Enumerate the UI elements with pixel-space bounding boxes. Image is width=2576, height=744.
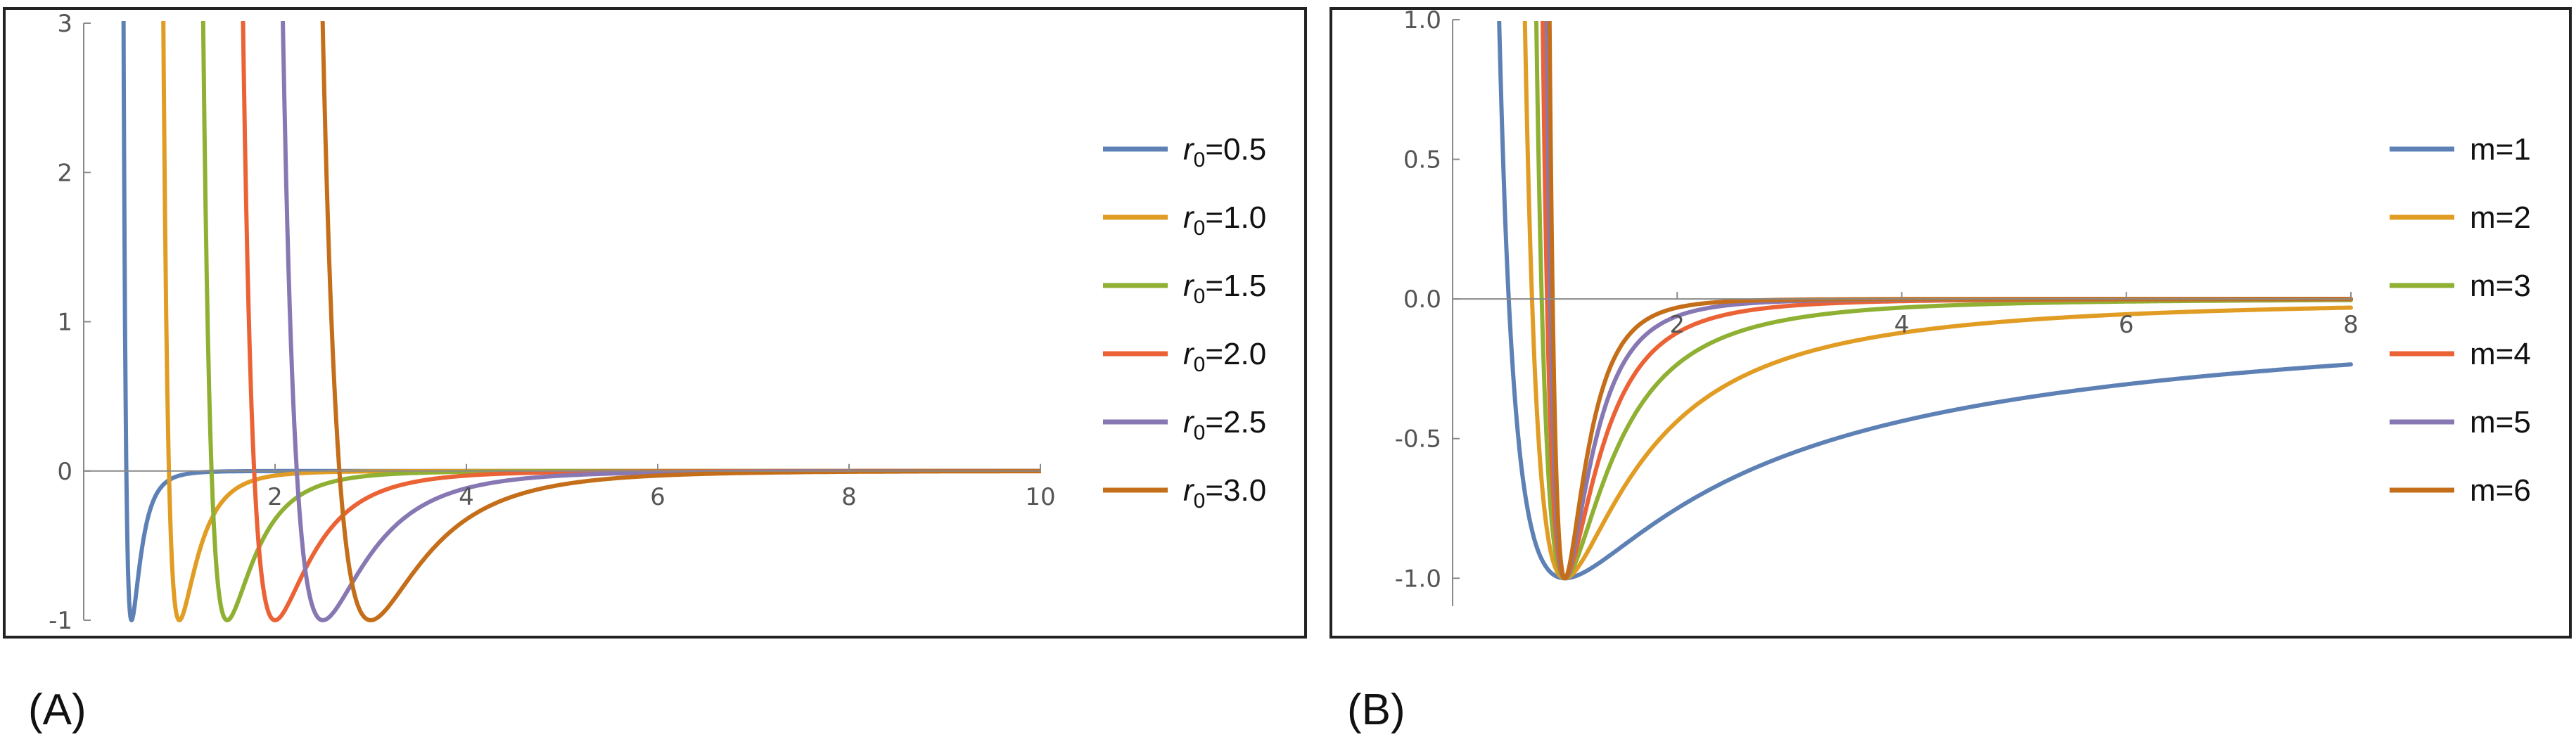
panel-a-caption: (A) bbox=[28, 686, 87, 734]
legend-label: r0=0.5 bbox=[1183, 132, 1266, 172]
x-tick-label: 8 bbox=[841, 483, 857, 511]
panel-b-chart: 2 4 6 8 -1.0 -0.5 0.0 0.5 1.0 m=1 m=2 m=3 m=4 m=5 m=6… bbox=[1330, 6, 2572, 734]
y-tick-label: 0.5 bbox=[1403, 146, 1441, 174]
x-tick-label: 6 bbox=[2119, 311, 2134, 339]
legend-label: r0=1.5 bbox=[1183, 269, 1266, 308]
legend-item: m=4 bbox=[2390, 337, 2531, 371]
legend-item: m=6 bbox=[2390, 473, 2531, 508]
legend-label: m=4 bbox=[2470, 337, 2531, 371]
legend-label: r0=1.0 bbox=[1183, 200, 1266, 240]
panel-b-axes: 2 4 6 8 -1.0 -0.5 0.0 0.5 1.0 bbox=[1395, 6, 2359, 606]
panel-a-axes: 2 4 6 8 10 -1 0 1 2 3 bbox=[49, 10, 1056, 635]
legend-item: m=1 bbox=[2390, 132, 2531, 167]
legend-label: r0=2.5 bbox=[1183, 405, 1266, 444]
legend-item: m=2 bbox=[2390, 200, 2531, 235]
panel-b-frame bbox=[1330, 7, 2572, 639]
legend-label: m=6 bbox=[2470, 473, 2531, 508]
x-tick-label: 10 bbox=[1025, 483, 1055, 511]
panel-b-caption: (B) bbox=[1347, 686, 1405, 734]
panel-b-curves bbox=[1497, 21, 2353, 581]
legend-item: r0=0.5 bbox=[1103, 132, 1266, 172]
y-tick-label: 1.0 bbox=[1403, 6, 1441, 34]
legend-item: r0=3.0 bbox=[1103, 473, 1266, 513]
legend-item: m=3 bbox=[2390, 269, 2531, 303]
y-tick-label: 0.0 bbox=[1403, 286, 1441, 314]
y-tick-label: -0.5 bbox=[1395, 425, 1441, 454]
x-tick-label: 6 bbox=[650, 483, 665, 511]
y-tick-label: 0 bbox=[57, 458, 72, 486]
legend-label: m=3 bbox=[2470, 269, 2531, 303]
y-tick-label: 3 bbox=[57, 10, 72, 38]
legend-item: r0=2.0 bbox=[1103, 337, 1266, 376]
panel-b-legend: m=1 m=2 m=3 m=4 m=5 m=6 bbox=[2390, 132, 2531, 508]
legend-label: m=5 bbox=[2470, 405, 2531, 440]
x-tick-label: 2 bbox=[267, 483, 283, 511]
legend-label: r0=2.0 bbox=[1183, 337, 1266, 376]
series-line-1 bbox=[1497, 21, 2353, 581]
panel-a-frame bbox=[3, 7, 1307, 639]
x-tick-label: 4 bbox=[1894, 311, 1910, 339]
x-tick-label: 2 bbox=[1669, 311, 1685, 339]
series-line-2 bbox=[1522, 21, 2353, 581]
legend-item: r0=2.5 bbox=[1103, 405, 1266, 444]
y-tick-label: -1.0 bbox=[1395, 565, 1441, 593]
y-tick-label: 1 bbox=[57, 309, 72, 337]
y-tick-label: 2 bbox=[57, 159, 72, 187]
panel-b-clip-region bbox=[1497, 21, 2353, 581]
legend-label: m=1 bbox=[2470, 132, 2531, 167]
legend-item: r0=1.0 bbox=[1103, 200, 1266, 240]
legend-item: r0=1.5 bbox=[1103, 269, 1266, 308]
x-tick-label: 8 bbox=[2343, 311, 2359, 339]
legend-item: m=5 bbox=[2390, 405, 2531, 440]
legend-label: m=2 bbox=[2470, 200, 2531, 235]
y-tick-label: -1 bbox=[49, 607, 72, 635]
x-tick-label: 4 bbox=[459, 483, 474, 511]
panel-a-legend: r0=0.5 r0=1.0 r0=1.5 r0=2.0 r0=2.5 r0=3.0 bbox=[1103, 132, 1266, 513]
legend-label: r0=3.0 bbox=[1183, 473, 1266, 513]
